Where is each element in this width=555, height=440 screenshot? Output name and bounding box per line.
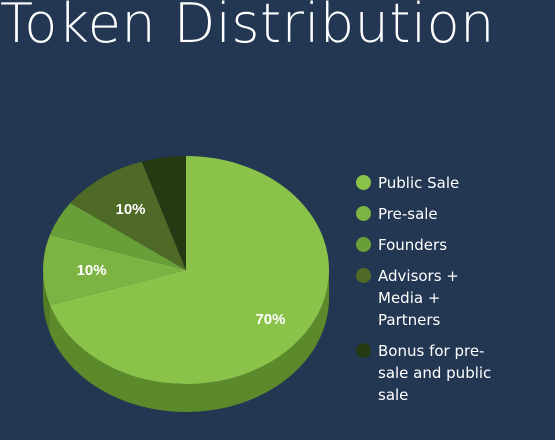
legend-swatch bbox=[356, 343, 371, 358]
pie-slice-public-sale[interactable] bbox=[49, 156, 330, 384]
pie-slice-bonus-for-pre-sale-and-public-sale[interactable] bbox=[141, 156, 186, 270]
slice-data-label: 10% bbox=[77, 262, 107, 279]
legend-label: Advisors + Media + Partners bbox=[378, 267, 459, 329]
legend-swatch bbox=[356, 237, 371, 252]
pie-slice-pre-sale[interactable] bbox=[43, 234, 187, 306]
legend-label: Bonus for pre-sale and public sale bbox=[378, 342, 492, 404]
legend-item[interactable]: Public Sale bbox=[356, 172, 546, 194]
pie-slice-advisors-media-partners[interactable] bbox=[70, 161, 186, 270]
legend-item[interactable]: Advisors + Media + Partners bbox=[356, 265, 546, 331]
legend-label: Public Sale bbox=[378, 174, 460, 192]
pie-side-1 bbox=[43, 270, 50, 334]
pie-side-0 bbox=[49, 270, 330, 412]
legend: Public Sale Pre-sale Founders Advisors + Me… bbox=[356, 172, 546, 415]
pie-slice-founders[interactable] bbox=[49, 202, 186, 270]
slice-data-label: 10% bbox=[116, 201, 146, 218]
legend-item[interactable]: Founders bbox=[356, 234, 546, 256]
legend-item[interactable]: Pre-sale bbox=[356, 203, 546, 225]
chart-title: Token Distribution bbox=[0, 0, 495, 55]
slice-data-label: 70% bbox=[255, 311, 285, 328]
legend-item[interactable]: Bonus for pre-sale and public sale bbox=[356, 340, 546, 406]
legend-swatch bbox=[356, 268, 371, 283]
legend-label: Founders bbox=[378, 236, 448, 254]
legend-swatch bbox=[356, 175, 371, 190]
legend-swatch bbox=[356, 206, 371, 221]
legend-label: Pre-sale bbox=[378, 205, 438, 223]
